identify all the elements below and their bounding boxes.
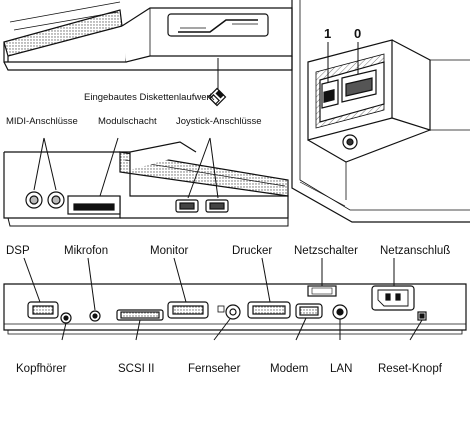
floppy-disk-icon [207,87,227,107]
label-floppy-drive: Eingebautes Diskettenlaufwerk [84,92,215,103]
keyboard-slope [3,9,123,57]
label-port-1: 1 [324,26,331,41]
label-joystick-ports: Joystick-Anschlüsse [176,116,262,127]
port-1-pins [323,88,335,103]
label-lan: LAN [330,363,352,375]
label-mikrofon: Mikrofon [64,245,108,257]
module-slot-opening [73,203,115,211]
recess-side [391,39,431,131]
key-rows [9,1,121,31]
case-hump [129,141,197,170]
label-netzschalter: Netzschalter [294,245,358,257]
label-drucker: Drucker [232,245,272,257]
label-module-slot: Modulschacht [98,116,157,127]
label-netzanschluss: Netzanschluß [380,245,450,257]
top-right-perspective-view [291,0,470,223]
floppy-slot-opening [178,19,258,33]
label-port-0: 0 [354,26,361,41]
top-left-side-view [3,1,293,107]
label-monitor: Monitor [150,245,189,257]
case-raised-block [121,7,293,63]
case-outline-outer [291,0,470,223]
label-fernseher: Fernseher [188,363,241,375]
label-scsi: SCSI II [118,363,154,375]
label-kopfhoerer: Kopfhörer [16,363,67,375]
label-reset-knopf: Reset-Knopf [378,363,443,375]
case-body-right [120,170,289,219]
port-0-pins [345,77,373,97]
back-panel [3,257,467,341]
floppy-slot-frame [167,13,269,37]
label-dsp: DSP [6,245,30,257]
middle-left-side-view [3,137,289,227]
small-vent [217,305,225,313]
label-modem: Modem [270,363,308,375]
label-midi-ports: MIDI-Anschlüsse [6,116,78,127]
case-bottom-edge [3,56,293,71]
